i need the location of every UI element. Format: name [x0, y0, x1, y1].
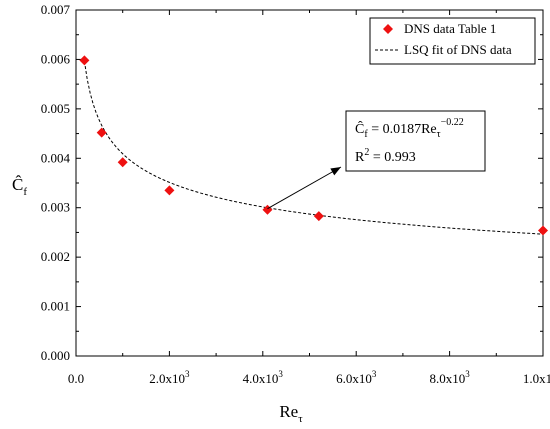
legend-diamond-marker [383, 24, 393, 34]
y-tick-label: 0.000 [41, 348, 70, 363]
x-axis-title: Reτ [279, 402, 303, 425]
legend: DNS data Table 1 LSQ fit of DNS data [369, 17, 536, 65]
fit-series [83, 61, 544, 235]
y-tick-label: 0.007 [41, 2, 71, 17]
legend-label-fit: LSQ fit of DNS data [404, 42, 512, 57]
annotation-arrowhead [330, 167, 341, 176]
legend-label-dns: DNS data Table 1 [404, 21, 496, 36]
x-tick-label: 0.0 [68, 371, 84, 386]
legend-box [369, 17, 536, 65]
y-tick-label: 0.001 [41, 299, 70, 314]
axis-ticks: 0.000 0.001 0.002 0.003 0.004 0.005 0.006 0.007… [41, 2, 550, 386]
x-tick-label: 2.0x103 [149, 369, 190, 386]
data-point [313, 211, 324, 222]
data-point [117, 157, 128, 168]
x-tick-label: 8.0x103 [429, 369, 470, 386]
y-tick-label: 0.002 [41, 249, 70, 264]
x-tick-label: 4.0x103 [243, 369, 284, 386]
y-tick-label: 0.005 [41, 101, 70, 116]
data-point [538, 225, 548, 236]
y-tick-label: 0.004 [41, 150, 71, 165]
dns-series [79, 55, 548, 236]
y-tick-label: 0.006 [41, 51, 71, 66]
x-tick-label: 6.0x103 [336, 369, 377, 386]
x-tick-label: 1.0x104 [523, 369, 550, 386]
data-point [96, 127, 107, 138]
y-tick-label: 0.003 [41, 200, 70, 215]
annotation-box [345, 110, 486, 172]
data-point [164, 185, 175, 196]
fit-curve [83, 61, 544, 235]
annotation-arrow [267, 166, 342, 210]
y-axis-title: Ĉf [12, 175, 27, 198]
fit-annotation: Ĉf = 0.0187Reτ−0.22 R2 = 0.993 [267, 110, 486, 210]
annotation-equation: Ĉf = 0.0187Reτ−0.22 [355, 117, 464, 140]
data-point [79, 55, 90, 66]
annotation-r-squared: R2 = 0.993 [355, 147, 416, 165]
